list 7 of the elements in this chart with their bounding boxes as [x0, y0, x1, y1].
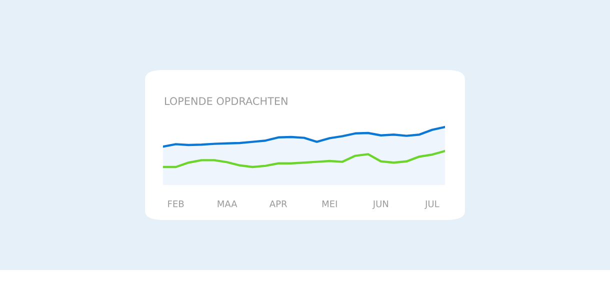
x-tick-label: MEI [322, 200, 337, 208]
x-tick-label: APR [269, 200, 288, 208]
x-tick-label: MAA [218, 200, 238, 208]
x-tick-label: JUL [424, 200, 440, 209]
chart-title: LOPENDE OPDRACHTEN [165, 97, 288, 106]
x-tick-label: FEB [168, 200, 184, 208]
x-tick-label: JUN [372, 200, 388, 209]
